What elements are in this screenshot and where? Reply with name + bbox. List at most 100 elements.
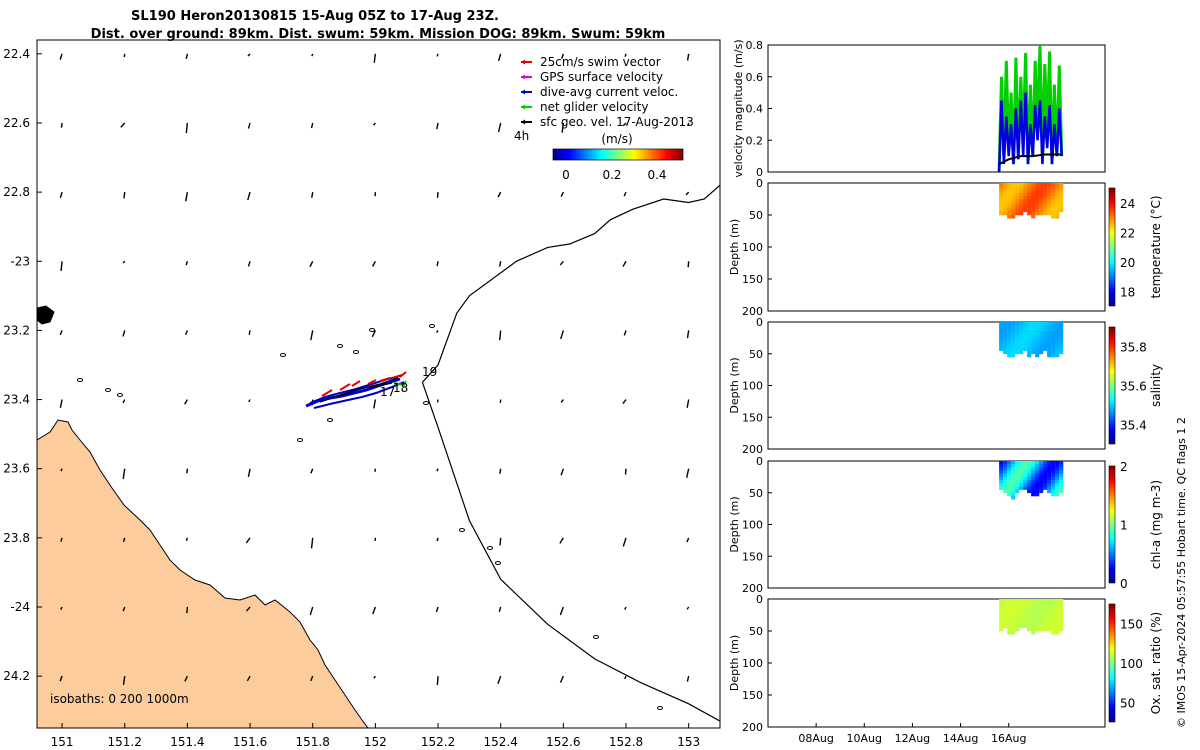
chla-cell bbox=[1051, 489, 1056, 494]
chla-y-tick-label: 200 bbox=[742, 582, 763, 595]
surface-current-arrow bbox=[436, 122, 439, 130]
oxygen-cell bbox=[1015, 618, 1020, 622]
chla-cell bbox=[1051, 473, 1056, 478]
chla-cell bbox=[1003, 480, 1008, 484]
salinity-cell bbox=[1011, 322, 1016, 326]
surface-current-arrow bbox=[186, 606, 189, 614]
chla-cell bbox=[1007, 476, 1012, 481]
salinity-cell bbox=[1015, 334, 1020, 339]
temperature-cell bbox=[999, 192, 1004, 197]
imos-credit: © IMOS 15-Apr-2024 05:57:55 Hobart time.… bbox=[1175, 417, 1188, 728]
salinity-cell bbox=[1019, 331, 1024, 335]
oxygen-cell bbox=[1023, 605, 1028, 609]
salinity-cell bbox=[1011, 325, 1016, 329]
chla-cell bbox=[1019, 464, 1024, 468]
oxygen-cell bbox=[1043, 605, 1048, 609]
chla-cell bbox=[1035, 486, 1040, 490]
salinity-cell bbox=[1011, 328, 1016, 332]
oxygen-cell bbox=[1019, 611, 1024, 616]
chla-cell bbox=[1039, 486, 1044, 490]
salinity-cell bbox=[1043, 344, 1048, 348]
chla-cell bbox=[1011, 483, 1016, 487]
map-y-tick-label: 22.6 bbox=[3, 116, 30, 130]
salinity-colorbar-tick: 35.6 bbox=[1120, 380, 1147, 394]
temperature-cell bbox=[1011, 189, 1016, 193]
temperature-cell bbox=[1039, 189, 1044, 193]
oxygen-cell bbox=[1023, 602, 1028, 606]
date-tick-label: 14Aug bbox=[943, 732, 978, 745]
oxygen-cell bbox=[1007, 627, 1012, 632]
map-y-tick-label: 23.8 bbox=[3, 531, 30, 545]
chla-cell bbox=[1047, 464, 1052, 468]
track-dive-avg-current bbox=[305, 377, 401, 408]
surface-current-arrow bbox=[686, 537, 690, 543]
temperature-cell bbox=[1019, 199, 1024, 203]
oxygen-cell bbox=[999, 618, 1004, 622]
salinity-cell bbox=[1003, 350, 1008, 355]
reef-island bbox=[353, 350, 359, 354]
temperature-cell bbox=[1023, 202, 1028, 206]
oxygen-cell bbox=[1051, 611, 1056, 616]
isobath-1000m bbox=[421, 382, 720, 722]
oxygen-cell bbox=[1027, 608, 1032, 613]
salinity-cell bbox=[1031, 337, 1036, 342]
chla-cell bbox=[1019, 473, 1024, 478]
oxygen-cell bbox=[1051, 605, 1056, 609]
chla-cell bbox=[1015, 461, 1020, 465]
chla-cell bbox=[1043, 480, 1048, 484]
chla-cell bbox=[1047, 467, 1052, 471]
oxygen-cell bbox=[1019, 624, 1024, 629]
surface-current-arrow bbox=[686, 675, 690, 682]
oxygen-cell bbox=[1019, 608, 1024, 613]
chla-cell bbox=[1055, 464, 1060, 468]
salinity-cell bbox=[1035, 344, 1040, 348]
salinity-cell bbox=[1055, 331, 1060, 335]
chla-cell bbox=[1015, 467, 1020, 471]
oxygen-cell bbox=[1047, 618, 1052, 622]
velocity-series-line bbox=[997, 92, 1063, 173]
temperature-cell bbox=[999, 199, 1004, 203]
surface-current-arrow bbox=[185, 537, 189, 542]
temperature-cell bbox=[1031, 199, 1036, 203]
temperature-cell bbox=[999, 186, 1004, 190]
chla-cell bbox=[1043, 464, 1048, 468]
velocity-y-tick-label: 0.6 bbox=[746, 71, 764, 84]
oxygen-cell bbox=[1007, 599, 1012, 603]
temperature-cell bbox=[1019, 202, 1024, 206]
temperature-cell bbox=[999, 202, 1004, 206]
map-colorbar-tick: 0 bbox=[562, 168, 570, 182]
salinity-cell bbox=[1011, 347, 1016, 351]
oxygen-cell bbox=[1019, 605, 1024, 609]
chla-cell bbox=[999, 476, 1004, 481]
salinity-cell bbox=[1015, 328, 1020, 332]
salinity-cell bbox=[1031, 341, 1036, 345]
temperature-cell bbox=[1047, 199, 1052, 203]
temperature-cell bbox=[1015, 199, 1020, 203]
isobaths-label: isobaths: 0 200 1000m bbox=[50, 692, 189, 706]
oxygen-cell bbox=[1043, 599, 1048, 603]
surface-current-arrow bbox=[436, 192, 439, 198]
surface-current-arrow bbox=[436, 537, 439, 542]
temperature-cell bbox=[1007, 195, 1012, 200]
chla-cell bbox=[1031, 473, 1036, 478]
oxygen-cell bbox=[1027, 611, 1032, 616]
surface-current-arrow bbox=[622, 399, 627, 404]
chla-y-tick-label: 150 bbox=[742, 550, 763, 563]
surface-current-arrow bbox=[311, 53, 314, 57]
salinity-cell bbox=[1023, 322, 1028, 326]
temperature-cell bbox=[1031, 202, 1036, 206]
temperature-cell bbox=[1047, 192, 1052, 197]
surface-current-arrow bbox=[560, 399, 564, 403]
chla-cell bbox=[1015, 480, 1020, 484]
surface-current-arrow bbox=[497, 191, 502, 198]
salinity-cell bbox=[1051, 341, 1056, 345]
surface-current-arrow bbox=[60, 122, 63, 128]
oxygen-cell bbox=[1039, 621, 1044, 625]
chla-cell bbox=[999, 480, 1004, 484]
temperature-cell bbox=[1055, 186, 1060, 190]
surface-current-vectors bbox=[59, 53, 690, 686]
temperature-cell bbox=[1019, 183, 1024, 187]
oxygen-cell bbox=[1047, 608, 1052, 613]
oxygen-cell bbox=[1031, 602, 1036, 606]
chla-cell bbox=[1039, 489, 1044, 494]
